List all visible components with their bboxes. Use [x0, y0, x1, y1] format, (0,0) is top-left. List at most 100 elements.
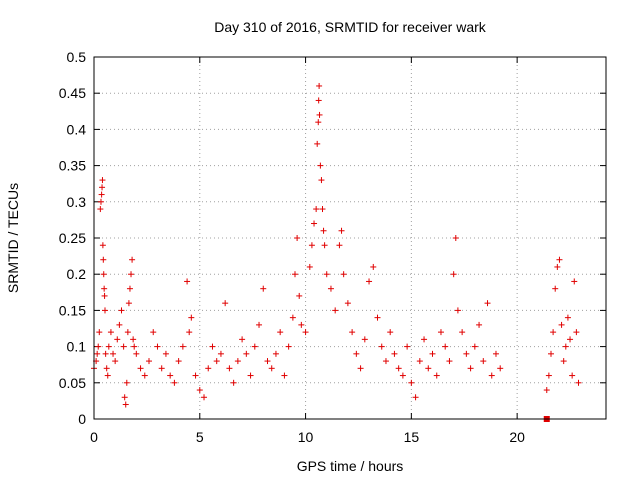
x-tick-label: 0	[90, 429, 98, 445]
data-point	[569, 372, 576, 379]
data-point	[560, 358, 567, 365]
data-point	[125, 300, 132, 307]
data-point	[137, 365, 144, 372]
data-point	[429, 350, 436, 357]
data-point	[562, 343, 569, 350]
data-point	[332, 307, 339, 314]
data-point	[412, 394, 419, 401]
x-tick-label: 10	[298, 429, 314, 445]
x-tick-label: 5	[196, 429, 204, 445]
data-point	[95, 343, 102, 350]
data-point	[361, 336, 368, 343]
data-point	[118, 307, 125, 314]
data-point	[298, 321, 305, 328]
data-point	[188, 314, 195, 321]
data-point	[97, 206, 104, 213]
data-point	[150, 329, 157, 336]
data-point	[124, 329, 131, 336]
data-point	[349, 329, 356, 336]
data-point	[107, 329, 114, 336]
grid	[94, 57, 606, 419]
x-axis-label: GPS time / hours	[297, 458, 404, 474]
y-tick-label: 0.05	[59, 375, 86, 391]
data-point	[306, 263, 313, 270]
data-point	[459, 329, 466, 336]
data-point	[175, 358, 182, 365]
data-point	[318, 177, 325, 184]
data-point	[234, 358, 241, 365]
data-point	[121, 394, 128, 401]
data-point	[96, 329, 103, 336]
data-point	[133, 350, 140, 357]
data-point	[167, 372, 174, 379]
data-point	[545, 372, 552, 379]
data-point	[213, 358, 220, 365]
y-tick-label: 0.35	[59, 158, 86, 174]
data-point	[317, 162, 324, 169]
data-point	[196, 387, 203, 394]
data-point	[102, 307, 109, 314]
data-point	[102, 350, 109, 357]
data-point	[260, 285, 267, 292]
data-point	[272, 350, 279, 357]
data-point	[320, 227, 327, 234]
data-point	[162, 350, 169, 357]
data-point	[141, 372, 148, 379]
data-point	[446, 358, 453, 365]
data-point	[370, 263, 377, 270]
data-point	[421, 336, 428, 343]
data-point	[120, 343, 127, 350]
data-point	[99, 177, 106, 184]
data-point	[101, 285, 108, 292]
data-point	[382, 358, 389, 365]
data-point	[99, 184, 106, 191]
data-point	[126, 285, 133, 292]
data-point	[146, 358, 153, 365]
data-point	[404, 343, 411, 350]
data-point	[158, 365, 165, 372]
data-point	[319, 206, 326, 213]
y-tick-label: 0.3	[67, 194, 87, 210]
y-tick-label: 0.5	[67, 49, 87, 65]
data-point	[471, 343, 478, 350]
data-point	[408, 379, 415, 386]
y-tick-label: 0.25	[59, 230, 86, 246]
data-point	[179, 343, 186, 350]
data-point	[171, 379, 178, 386]
data-point	[321, 242, 328, 249]
data-point	[314, 140, 321, 147]
data-point	[291, 271, 298, 278]
y-tick-label: 0.15	[59, 302, 86, 318]
data-point	[256, 321, 263, 328]
data-point	[454, 307, 461, 314]
data-point	[399, 372, 406, 379]
data-point	[463, 350, 470, 357]
data-point	[114, 336, 121, 343]
x-tick-label: 15	[404, 429, 420, 445]
data-point	[129, 256, 136, 263]
data-point	[264, 358, 271, 365]
data-points	[91, 82, 582, 422]
data-point	[433, 372, 440, 379]
data-point	[554, 263, 561, 270]
data-point	[353, 350, 360, 357]
data-point	[558, 321, 565, 328]
data-point	[97, 198, 104, 205]
y-tick-label: 0	[78, 411, 86, 427]
data-point	[484, 300, 491, 307]
data-point	[103, 365, 110, 372]
data-point	[154, 343, 161, 350]
data-point	[476, 321, 483, 328]
data-point	[222, 300, 229, 307]
data-point	[344, 300, 351, 307]
data-point	[416, 358, 423, 365]
data-point	[239, 336, 246, 343]
data-point	[217, 350, 224, 357]
data-point	[571, 278, 578, 285]
data-point	[296, 292, 303, 299]
data-point	[497, 365, 504, 372]
data-point	[104, 372, 111, 379]
plot-frame	[93, 56, 607, 420]
data-point	[100, 256, 107, 263]
data-point	[567, 336, 574, 343]
